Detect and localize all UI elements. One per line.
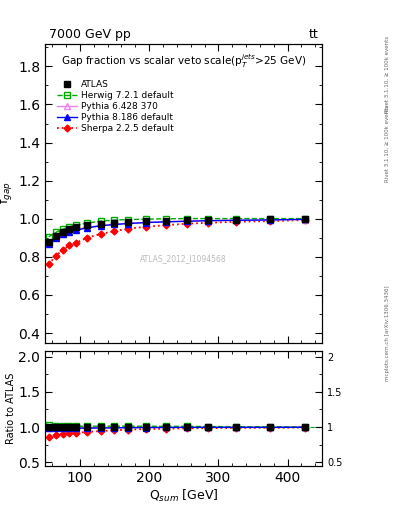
Y-axis label: f$_{gap}$: f$_{gap}$ xyxy=(0,182,15,204)
X-axis label: Q$_{sum}$ [GeV]: Q$_{sum}$ [GeV] xyxy=(149,487,219,504)
Text: Gap fraction vs scalar veto scale(p$_T^{jets}$>25 GeV): Gap fraction vs scalar veto scale(p$_T^{… xyxy=(61,53,307,70)
Text: tt: tt xyxy=(309,28,318,41)
Text: 7000 GeV pp: 7000 GeV pp xyxy=(49,28,131,41)
Text: Rivet 3.1.10, ≥ 100k events: Rivet 3.1.10, ≥ 100k events xyxy=(385,36,389,114)
Text: ATLAS_2012_I1094568: ATLAS_2012_I1094568 xyxy=(140,254,227,263)
Legend: ATLAS, Herwig 7.2.1 default, Pythia 6.428 370, Pythia 8.186 default, Sherpa 2.2.: ATLAS, Herwig 7.2.1 default, Pythia 6.42… xyxy=(55,78,175,135)
Y-axis label: Ratio to ATLAS: Ratio to ATLAS xyxy=(6,373,16,444)
Text: Rivet 3.1.10, ≥ 100k events: Rivet 3.1.10, ≥ 100k events xyxy=(385,105,389,182)
Text: mcplots.cern.ch [arXiv:1306.3436]: mcplots.cern.ch [arXiv:1306.3436] xyxy=(385,285,389,380)
